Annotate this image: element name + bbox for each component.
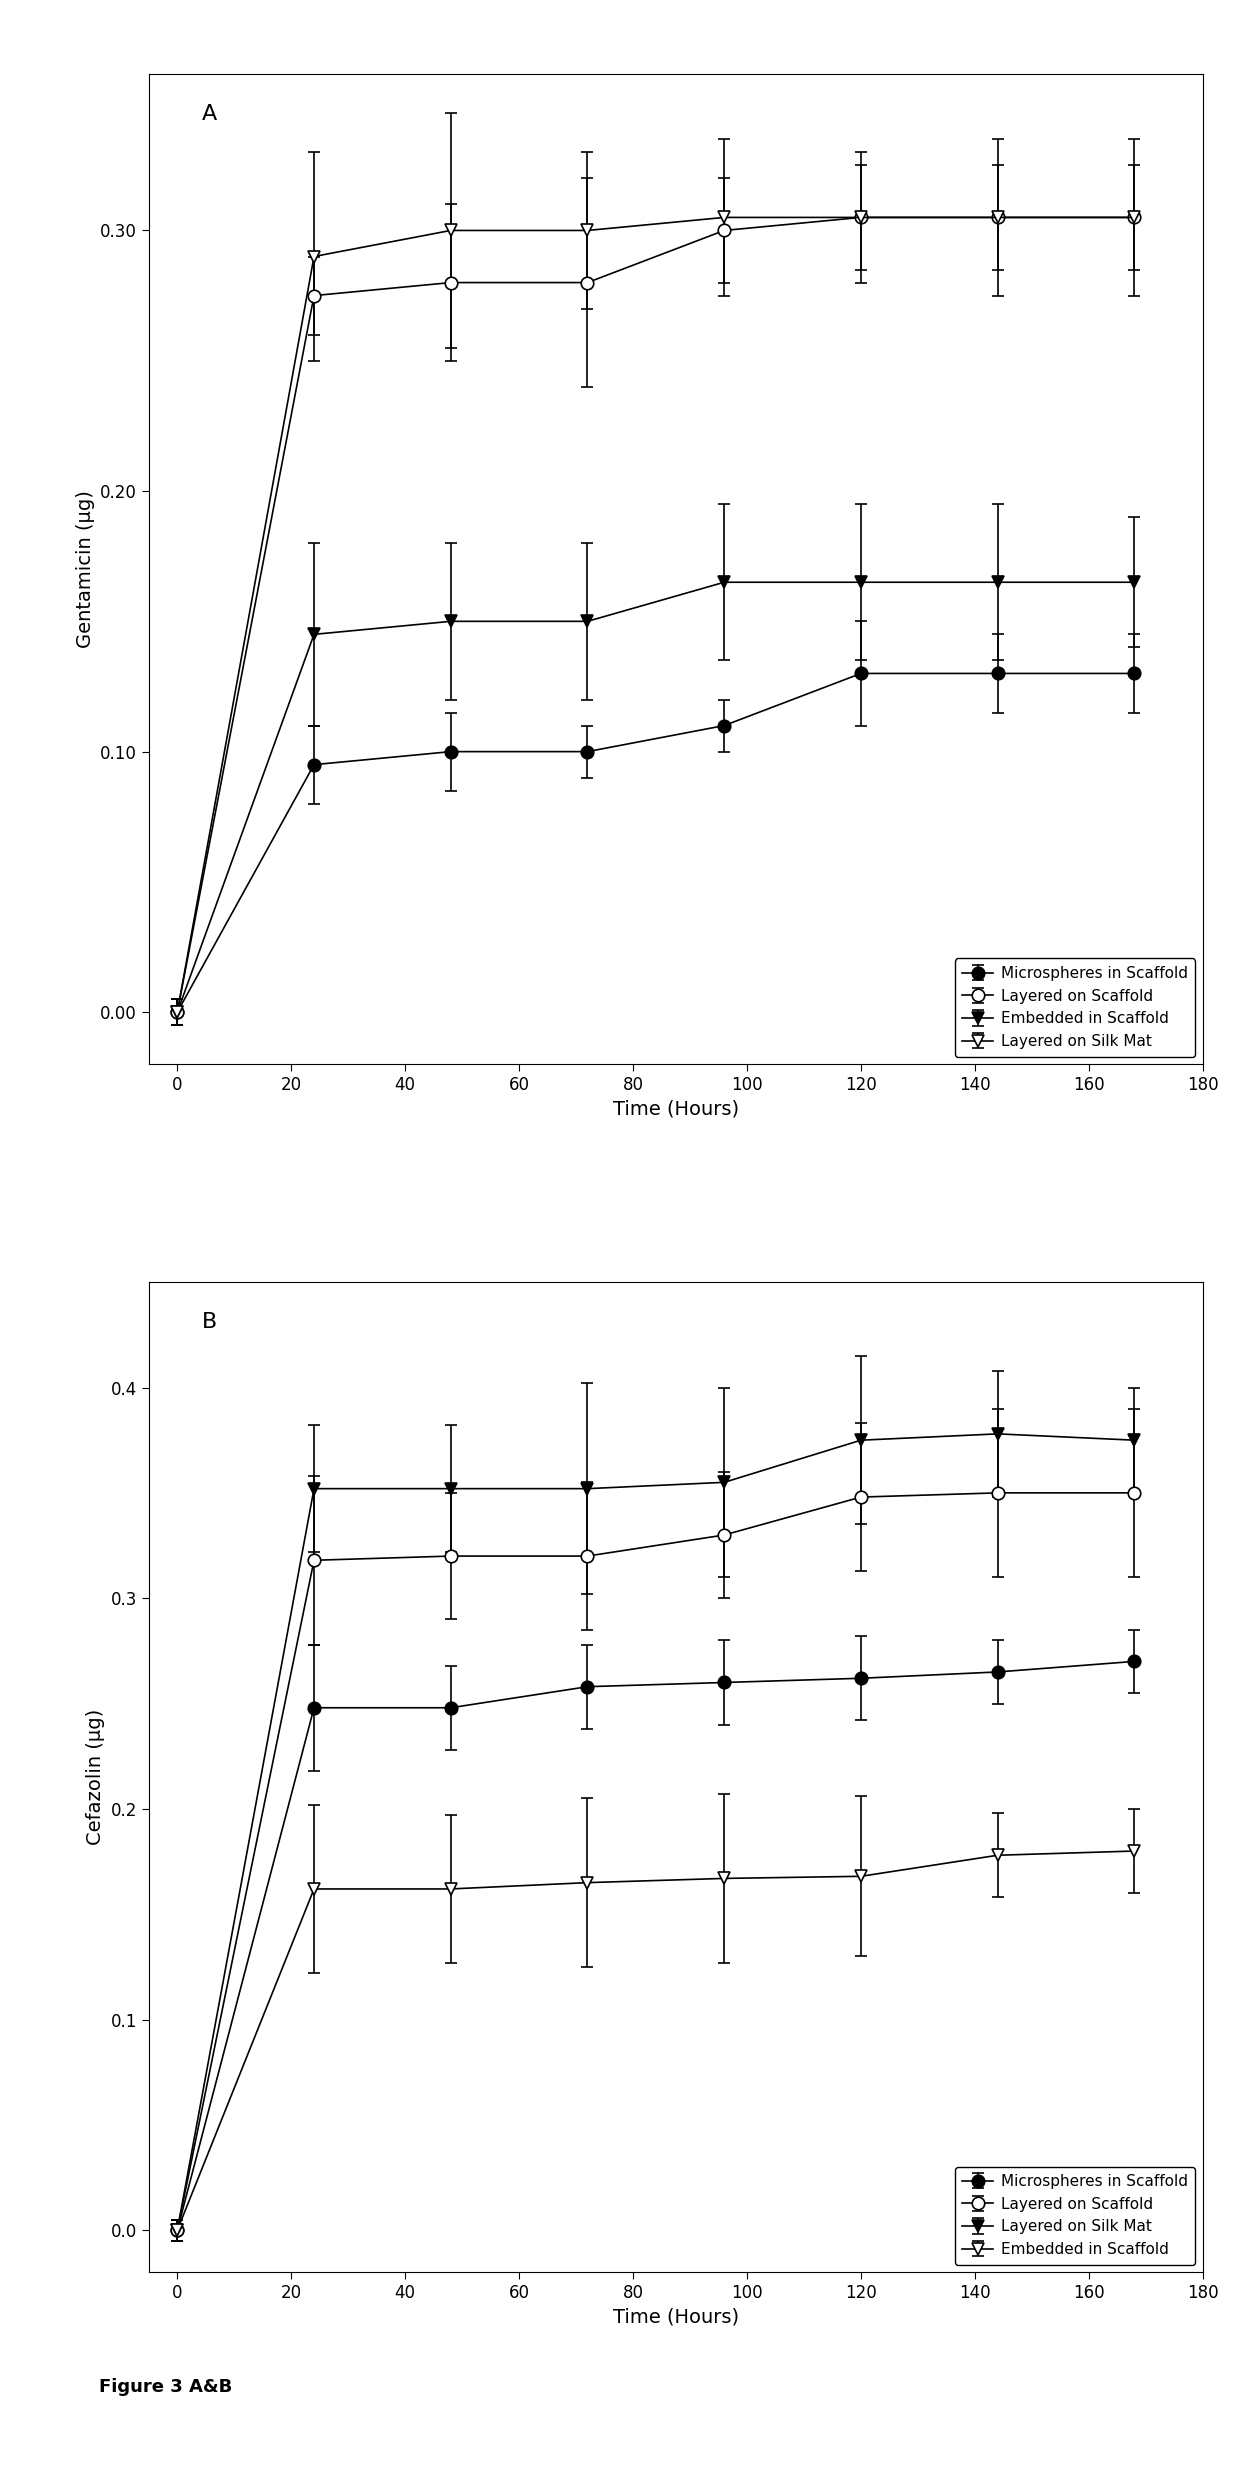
Legend: Microspheres in Scaffold, Layered on Scaffold, Embedded in Scaffold, Layered on : Microspheres in Scaffold, Layered on Sca… bbox=[955, 958, 1195, 1057]
Y-axis label: Cefazolin (μg): Cefazolin (μg) bbox=[86, 1709, 105, 1845]
X-axis label: Time (Hours): Time (Hours) bbox=[613, 2307, 739, 2327]
Text: B: B bbox=[201, 1312, 217, 1331]
Legend: Microspheres in Scaffold, Layered on Scaffold, Layered on Silk Mat, Embedded in : Microspheres in Scaffold, Layered on Sca… bbox=[955, 2166, 1195, 2265]
Text: A: A bbox=[201, 104, 217, 124]
Text: Figure 3 A&B: Figure 3 A&B bbox=[99, 2379, 232, 2396]
Y-axis label: Gentamicin (μg): Gentamicin (μg) bbox=[76, 489, 94, 647]
X-axis label: Time (Hours): Time (Hours) bbox=[613, 1099, 739, 1119]
